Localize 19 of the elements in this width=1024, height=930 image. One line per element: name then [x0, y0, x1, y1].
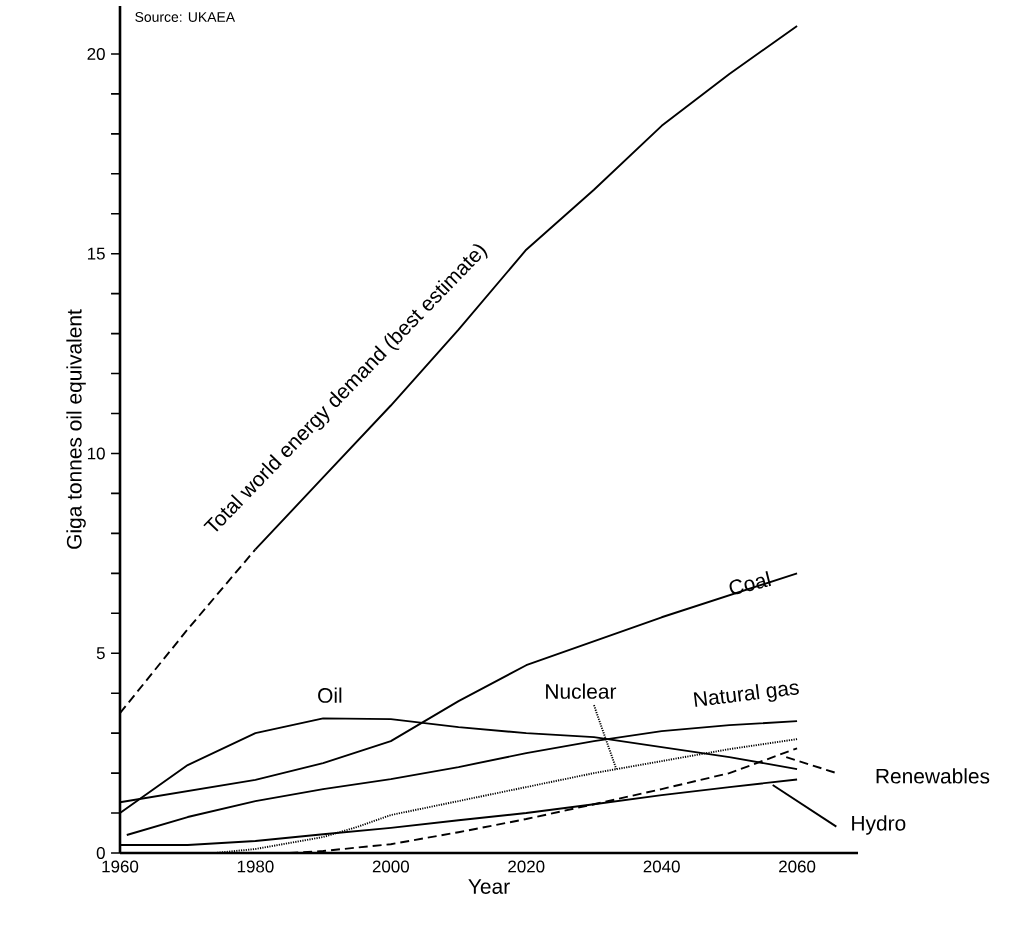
x-tick-label: 2040 [643, 860, 680, 873]
y-tick-label: 5 [96, 647, 105, 660]
text: Hydro [852, 815, 906, 835]
y-tick-label: 15 [87, 247, 105, 260]
x-tick-label: 2000 [372, 860, 410, 873]
x-axis-title: Year [468, 879, 510, 894]
y-tick-label: 10 [87, 447, 105, 460]
legend-label: Renewables [876, 768, 990, 784]
series-label: Oil [318, 687, 342, 703]
y-tick-label: 20 [87, 47, 105, 60]
x-tick-label: 2020 [508, 860, 545, 873]
y-tick-label: 0 [96, 847, 105, 859]
x-tick-label: 1960 [102, 860, 139, 873]
text: Natural gas [693, 683, 799, 707]
x-tick-label: 1980 [237, 860, 274, 873]
y-axis-title: Giga tonnes oil equivalent [66, 309, 86, 549]
text: Nuclear [546, 683, 617, 699]
x-tick-label: 2060 [779, 860, 816, 873]
annotation: Source: UKAEA [135, 12, 236, 22]
